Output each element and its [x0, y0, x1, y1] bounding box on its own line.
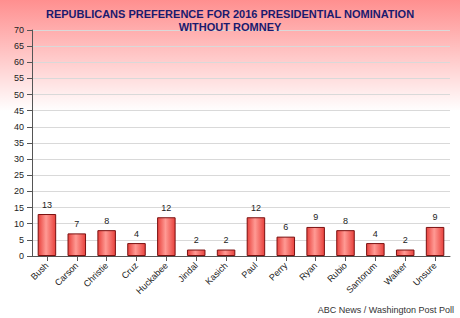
svg-text:Santorum: Santorum: [344, 260, 379, 295]
svg-text:Bush: Bush: [29, 260, 51, 282]
svg-text:Carson: Carson: [53, 260, 81, 288]
svg-text:55: 55: [14, 73, 24, 83]
svg-text:40: 40: [14, 122, 24, 132]
svg-text:7: 7: [74, 219, 79, 229]
svg-text:Rubio: Rubio: [325, 260, 349, 284]
svg-text:ABC News / Washington Post Pol: ABC News / Washington Post Poll: [318, 305, 454, 315]
svg-text:50: 50: [14, 90, 24, 100]
svg-text:30: 30: [14, 154, 24, 164]
svg-text:Jindal: Jindal: [176, 260, 200, 284]
svg-text:REPUBLICANS PREFERENCE FOR 201: REPUBLICANS PREFERENCE FOR 2016 PRESIDEN…: [46, 8, 414, 20]
svg-text:70: 70: [14, 25, 24, 35]
svg-text:4: 4: [373, 229, 378, 239]
svg-text:10: 10: [14, 219, 24, 229]
svg-text:65: 65: [14, 41, 24, 51]
svg-text:Christie: Christie: [82, 260, 111, 289]
svg-text:9: 9: [313, 212, 318, 222]
svg-text:45: 45: [14, 106, 24, 116]
svg-text:8: 8: [104, 216, 109, 226]
svg-text:Paul: Paul: [240, 260, 260, 280]
svg-text:60: 60: [14, 57, 24, 67]
svg-text:2: 2: [403, 235, 408, 245]
svg-text:20: 20: [14, 186, 24, 196]
svg-text:Walker: Walker: [382, 260, 409, 287]
svg-text:9: 9: [433, 212, 438, 222]
svg-text:35: 35: [14, 138, 24, 148]
svg-text:WITHOUT ROMNEY: WITHOUT ROMNEY: [179, 21, 282, 33]
svg-text:5: 5: [19, 235, 24, 245]
svg-text:12: 12: [251, 203, 261, 213]
svg-text:Ryan: Ryan: [297, 260, 319, 282]
svg-text:Huckabee: Huckabee: [134, 260, 170, 296]
svg-text:25: 25: [14, 170, 24, 180]
svg-text:Perry: Perry: [267, 260, 290, 283]
svg-text:15: 15: [14, 203, 24, 213]
svg-text:6: 6: [283, 222, 288, 232]
svg-text:4: 4: [134, 229, 139, 239]
svg-text:Cruz: Cruz: [120, 260, 141, 281]
svg-text:2: 2: [224, 235, 229, 245]
svg-text:2: 2: [194, 235, 199, 245]
svg-text:8: 8: [343, 216, 348, 226]
svg-text:Unsure: Unsure: [411, 260, 439, 288]
svg-text:Kasich: Kasich: [203, 260, 229, 286]
svg-text:0: 0: [19, 251, 24, 261]
svg-text:13: 13: [42, 200, 52, 210]
svg-text:12: 12: [161, 203, 171, 213]
